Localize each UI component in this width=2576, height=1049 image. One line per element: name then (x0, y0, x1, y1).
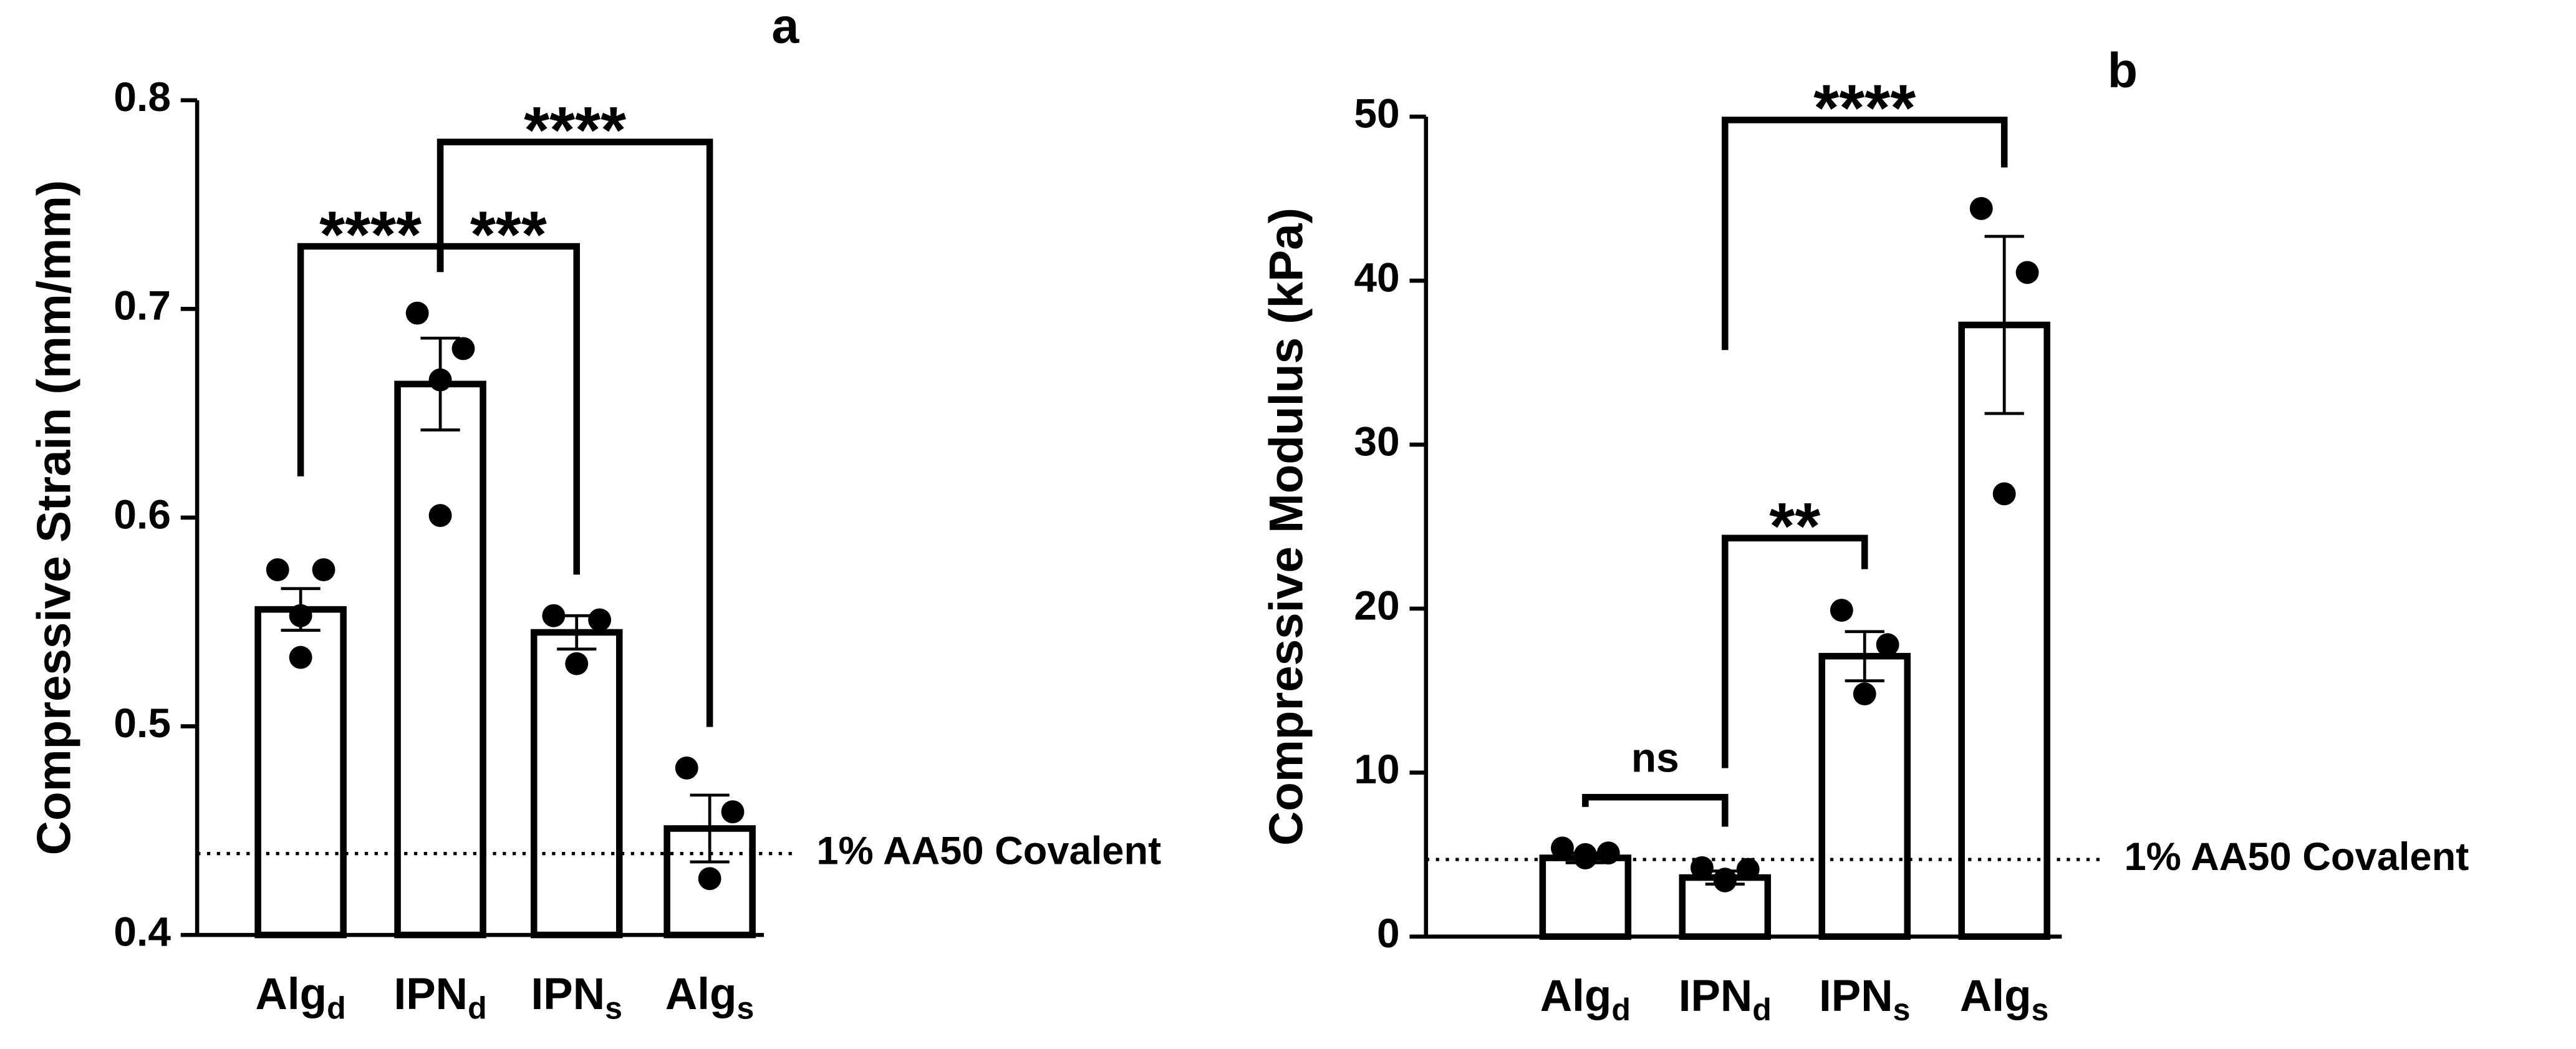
data-point (721, 800, 745, 824)
data-point (312, 558, 335, 582)
data-point (1713, 869, 1737, 892)
y-axis-title: Compressive Strain (mm/mm) (27, 180, 80, 856)
y-tick-label: 0.5 (113, 700, 171, 746)
y-tick-label: 20 (1354, 582, 1399, 628)
category-subscript: d (468, 991, 487, 1026)
significance-label: **** (524, 94, 626, 167)
category-name: IPN (531, 970, 605, 1019)
significance-label: **** (319, 198, 422, 271)
panel-label: b (2108, 42, 2138, 97)
data-point (1596, 841, 1620, 865)
data-point (428, 368, 452, 392)
category-name: Alg (256, 970, 327, 1019)
data-point (565, 652, 589, 675)
category-subscript: d (1752, 992, 1772, 1027)
x-tick-label: IPNd (393, 970, 486, 1025)
data-point (1690, 856, 1714, 879)
significance-bracket (437, 243, 581, 575)
bar (1539, 854, 1632, 940)
data-point (2015, 261, 2039, 284)
reference-label: 1% AA50 Covalent (816, 829, 1161, 873)
y-axis-title: Compressive Modulus (kPa) (1260, 208, 1313, 846)
y-tick-label: 50 (1354, 90, 1399, 136)
x-tick-label: IPNd (1679, 972, 1772, 1027)
y-tick-label: 0.4 (113, 909, 171, 955)
category-subscript: d (327, 991, 346, 1026)
data-point (428, 504, 452, 528)
significance-label: ** (1769, 490, 1820, 563)
x-tick-label: IPNs (531, 970, 622, 1025)
significance-bracket (1722, 534, 1868, 768)
category-name: Alg (1960, 972, 2032, 1021)
data-point (1853, 682, 1876, 706)
significance-bracket (297, 243, 444, 476)
x-tick-label: Algd (1540, 972, 1631, 1027)
category-name: IPN (1819, 972, 1893, 1021)
significance-bracket (437, 138, 713, 727)
y-tick-label: 0 (1377, 910, 1400, 956)
bar (530, 629, 623, 939)
y-tick-label: 0.6 (113, 491, 171, 537)
data-point (1551, 836, 1574, 860)
category-subscript: s (736, 991, 754, 1026)
data-point (1992, 482, 2016, 506)
category-name: IPN (1679, 972, 1753, 1021)
data-point (588, 608, 612, 632)
x-tick-label: Algd (256, 970, 346, 1025)
category-subscript: s (2032, 992, 2049, 1027)
y-tick-label: 0.8 (113, 74, 171, 120)
data-point (1830, 599, 1853, 622)
category-name: IPN (393, 970, 468, 1019)
panel-label: a (771, 0, 799, 53)
category-name: Alg (1540, 972, 1612, 1021)
data-point (675, 757, 698, 780)
x-tick-label: Algs (1960, 972, 2048, 1027)
data-point (542, 604, 566, 627)
y-tick-label: 40 (1354, 254, 1399, 300)
significance-label: **** (1813, 72, 1916, 145)
data-point (451, 337, 475, 360)
data-point (1573, 846, 1597, 869)
data-point (698, 867, 721, 891)
data-point (1736, 858, 1760, 881)
y-tick-label: 30 (1354, 418, 1399, 464)
data-point (1876, 633, 1899, 657)
data-point (289, 645, 312, 669)
data-point (289, 604, 312, 627)
category-subscript: s (1893, 992, 1911, 1027)
significance-bracket (1582, 793, 1729, 827)
significance-label: ns (1631, 735, 1679, 781)
significance-bracket (1722, 117, 2008, 350)
bar (394, 380, 486, 939)
category-name: Alg (665, 970, 737, 1019)
y-tick-label: 0.7 (113, 283, 171, 329)
data-point (266, 558, 289, 582)
x-tick-label: Algs (665, 970, 754, 1025)
reference-label: 1% AA50 Covalent (2124, 835, 2469, 879)
data-point (1969, 196, 1993, 220)
bar (1958, 321, 2050, 940)
category-subscript: s (605, 991, 622, 1026)
data-point (405, 301, 429, 325)
significance-label: *** (470, 198, 547, 271)
category-subscript: d (1611, 992, 1631, 1027)
x-tick-label: IPNs (1819, 972, 1910, 1027)
y-tick-label: 10 (1354, 746, 1399, 792)
